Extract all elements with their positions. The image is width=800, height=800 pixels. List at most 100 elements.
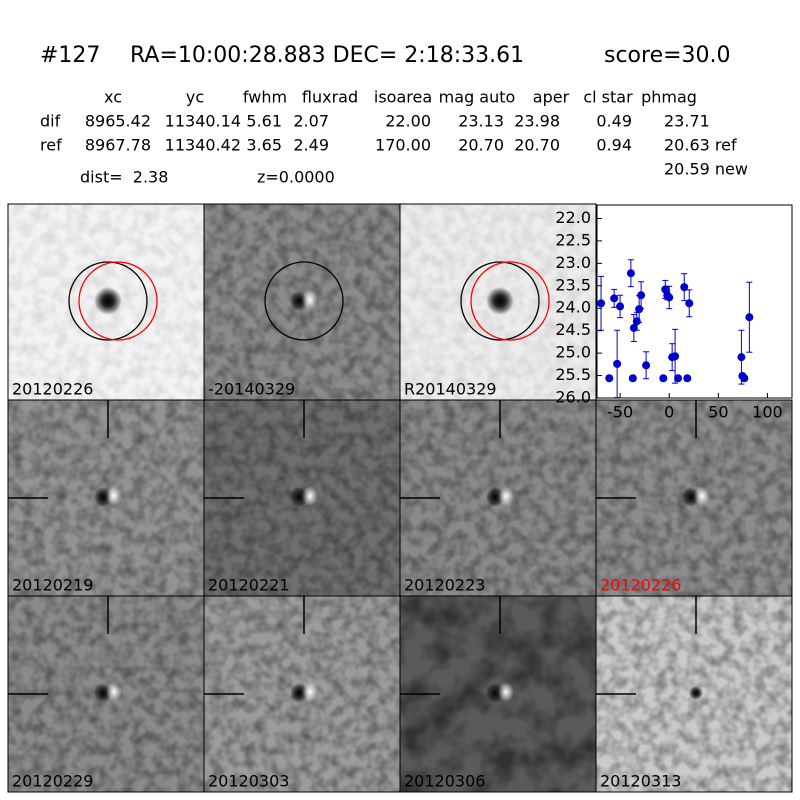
y-tick-label: 24.5 <box>555 320 591 339</box>
marker <box>671 352 680 361</box>
panel-label: 20120223 <box>404 576 485 595</box>
dist: dist= 2.38 <box>80 168 168 187</box>
cell: 23.71 <box>664 112 710 131</box>
x-tick-label: 0 <box>664 403 674 422</box>
redshift: z=0.0000 <box>257 168 335 187</box>
source-positive <box>106 486 122 506</box>
panel-label: 20120303 <box>208 772 289 791</box>
aperture <box>68 261 148 341</box>
image-panel: 20120226 <box>7 203 205 401</box>
y-tick-label: 22.0 <box>555 208 591 227</box>
x-tick-label: 100 <box>752 403 783 422</box>
source <box>486 287 514 315</box>
data-point <box>597 275 606 331</box>
data-point <box>628 374 637 383</box>
image-panel: 20120229 <box>7 595 205 793</box>
cell: 20.63 ref <box>664 136 737 155</box>
panel-label: 20120313 <box>600 772 681 791</box>
column-header: phmag <box>641 88 697 107</box>
row-label: ref <box>40 136 62 155</box>
column-header: fluxrad <box>302 88 358 107</box>
panel-label: 20120229 <box>12 772 93 791</box>
cell: 20.70 <box>458 136 504 155</box>
source <box>94 287 122 315</box>
data-point <box>674 374 683 383</box>
column-header: mag auto <box>439 88 516 107</box>
y-tick-label: 25.0 <box>555 343 591 362</box>
panel-label: R20140329 <box>404 380 497 399</box>
cell: 20.70 <box>514 136 560 155</box>
cell: 8967.78 <box>85 136 151 155</box>
marker <box>628 374 637 383</box>
image-panel: 20120221 <box>203 399 401 597</box>
source-positive <box>302 682 318 702</box>
data-point <box>626 259 635 288</box>
data-point <box>613 329 622 399</box>
marker <box>685 299 694 308</box>
image-panel: 20120223 <box>399 399 597 597</box>
source-positive <box>106 682 122 702</box>
marker <box>605 374 614 383</box>
marker <box>659 374 668 383</box>
cell: 23.13 <box>458 112 504 131</box>
data-point <box>616 294 625 319</box>
aperture-ref <box>78 261 158 341</box>
data-point <box>665 285 674 310</box>
image-panel: R20140329 <box>399 203 597 401</box>
marker <box>674 374 683 383</box>
title-id: #127 <box>40 43 100 68</box>
y-tick-label: 23.0 <box>555 253 591 272</box>
source-positive <box>498 682 514 702</box>
cell: 0.49 <box>596 112 632 131</box>
cell: 3.65 <box>246 136 282 155</box>
new-mag: 20.59 new <box>664 160 748 179</box>
marker <box>665 293 674 302</box>
data-point <box>680 273 689 302</box>
marker <box>683 374 692 383</box>
y-tick-label: 25.5 <box>555 365 591 384</box>
marker <box>740 374 749 383</box>
data-point <box>605 374 614 383</box>
cell: 8965.42 <box>85 112 151 131</box>
column-header: aper <box>533 88 570 107</box>
data-point <box>745 281 754 353</box>
panel-label: 20120226 <box>12 380 93 399</box>
data-point <box>740 374 749 383</box>
y-tick-label: 24.0 <box>555 298 591 317</box>
marker <box>745 313 754 322</box>
panel-frame <box>595 595 793 793</box>
image-panel: 20120303 <box>203 595 401 793</box>
image-panel: 20120219 <box>7 399 205 597</box>
aperture <box>264 261 344 341</box>
row-label: dif <box>40 112 61 131</box>
image-panel: 20120313 <box>595 595 793 793</box>
cell: 11340.14 <box>165 112 241 131</box>
title-coords: RA=10:00:28.883 DEC= 2:18:33.61 <box>130 43 524 68</box>
marker <box>642 361 651 370</box>
x-tick-label: 50 <box>708 403 728 422</box>
marker <box>613 359 622 368</box>
column-header: isoarea <box>374 88 432 107</box>
image-panel: 20120226 <box>595 399 793 597</box>
data-point <box>642 351 651 380</box>
marker <box>680 283 689 292</box>
marker <box>626 269 635 278</box>
cell: 170.00 <box>375 136 431 155</box>
column-header: yc <box>186 88 204 107</box>
marker <box>616 302 625 311</box>
image-panel: 20120306 <box>399 595 597 793</box>
marker <box>597 299 606 308</box>
panel-label: 20120306 <box>404 772 485 791</box>
marker <box>637 291 646 300</box>
marker <box>737 353 746 362</box>
cell: 0.94 <box>596 136 632 155</box>
source-positive <box>498 486 514 506</box>
data-point <box>659 374 668 383</box>
column-header: xc <box>104 88 122 107</box>
y-tick-label: 26.0 <box>555 388 591 407</box>
panel-label: 20120221 <box>208 576 289 595</box>
x-tick-label: -50 <box>607 403 633 422</box>
y-tick-label: 23.5 <box>555 275 591 294</box>
marker <box>610 294 619 303</box>
